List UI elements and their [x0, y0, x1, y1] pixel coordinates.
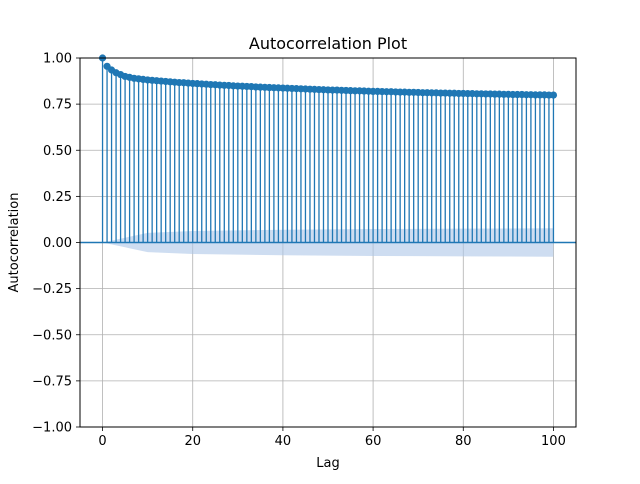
- marker-layer: [98, 54, 558, 99]
- y-tick-label: 1.00: [43, 52, 72, 67]
- stem-layer: [101, 58, 555, 243]
- x-tick-label: 100: [541, 434, 566, 449]
- x-tick-label: 60: [365, 434, 382, 449]
- acf-point: [549, 91, 558, 99]
- x-tick-label: 40: [275, 434, 292, 449]
- y-axis-ticks: −1.00 −0.75 −0.50 −0.25 0.00 0.25 0.50 0.75 1.00: [32, 52, 80, 436]
- x-tick-label: 0: [98, 434, 106, 449]
- x-tick-label: 20: [184, 434, 201, 449]
- x-axis-ticks: 0 20 40 60 80 100: [98, 427, 566, 449]
- x-axis-label: Lag: [316, 456, 339, 471]
- y-tick-label: 0.75: [43, 98, 72, 113]
- y-tick-label: 0.50: [43, 144, 72, 159]
- y-tick-label: 0.00: [43, 236, 72, 251]
- y-tick-label: −0.50: [32, 328, 72, 343]
- y-tick-label: −0.25: [32, 282, 72, 297]
- x-tick-label: 80: [455, 434, 472, 449]
- chart-title: Autocorrelation Plot: [249, 34, 407, 53]
- y-tick-label: 0.25: [43, 190, 72, 205]
- y-tick-label: −0.75: [32, 374, 72, 389]
- y-axis-label: Autocorrelation: [7, 193, 22, 293]
- y-tick-label: −1.00: [32, 421, 72, 436]
